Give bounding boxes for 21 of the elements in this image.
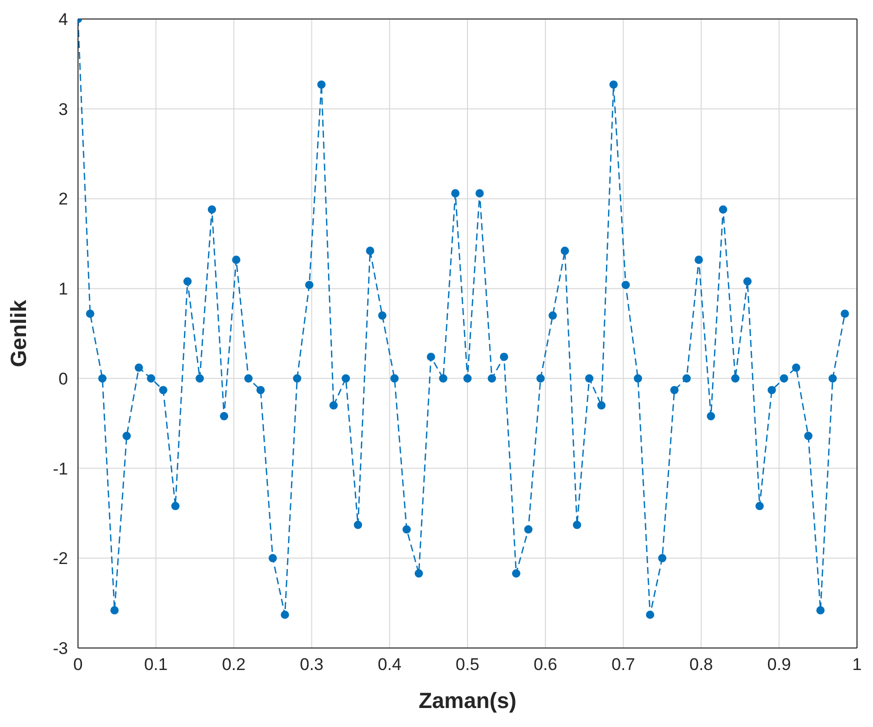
y-tick-label: -1 (52, 459, 68, 478)
x-tick-label: 0.8 (689, 655, 714, 674)
x-tick-label: 1 (852, 655, 862, 674)
y-tick-label: 0 (58, 369, 68, 388)
y-axis-title: Genlik (6, 299, 31, 368)
x-tick-label: 0.4 (378, 655, 402, 674)
x-tick-label: 0.3 (300, 655, 324, 674)
x-tick-label: 0.2 (222, 655, 246, 674)
y-tick-label: 2 (58, 190, 68, 209)
x-axis-title: Zaman(s) (418, 688, 516, 713)
x-tick-label: 0.5 (456, 655, 480, 674)
y-tick-label: 1 (58, 280, 68, 299)
x-tick-label: 0 (73, 655, 83, 674)
y-tick-label: -3 (52, 639, 68, 658)
x-tick-label: 0.9 (767, 655, 791, 674)
x-tick-label: 0.1 (144, 655, 168, 674)
y-tick-label: 4 (58, 10, 68, 30)
x-tick-label: 0.6 (534, 655, 558, 674)
y-tick-label: -2 (52, 549, 68, 568)
x-tick-label: 0.7 (611, 655, 636, 674)
y-tick-label: 3 (58, 100, 68, 119)
